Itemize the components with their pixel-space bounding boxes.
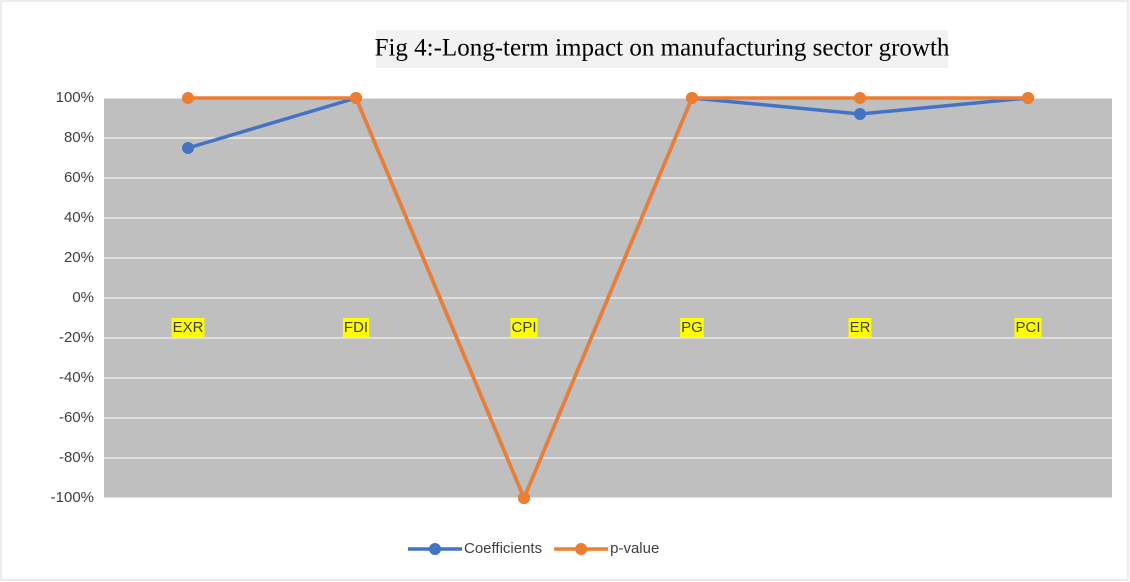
series-marker <box>182 142 194 154</box>
series-marker <box>350 92 362 104</box>
x-tick-label: PG <box>681 319 703 336</box>
y-tick-label: -80% <box>59 449 94 466</box>
y-tick-label: 80% <box>64 129 94 146</box>
series-marker <box>182 92 194 104</box>
y-tick-label: -20% <box>59 329 94 346</box>
category-label-highlight <box>342 318 370 338</box>
series-marker <box>1022 92 1034 104</box>
series-marker <box>854 108 866 120</box>
y-tick-label: 40% <box>64 209 94 226</box>
chart-title: Fig 4:-Long-term impact on manufacturing… <box>375 35 950 62</box>
y-tick-label: 20% <box>64 249 94 266</box>
y-tick-label: -60% <box>59 409 94 426</box>
title-background <box>376 30 948 68</box>
legend-marker <box>575 543 588 555</box>
y-tick-label: 0% <box>72 289 94 306</box>
category-label-highlight <box>171 318 205 338</box>
category-label-highlight <box>510 318 538 338</box>
x-tick-label: ER <box>850 319 871 336</box>
x-tick-label: PCI <box>1015 319 1040 336</box>
x-tick-label: CPI <box>511 319 536 336</box>
series-line <box>188 96 1028 500</box>
series-marker <box>854 92 866 104</box>
y-tick-label: 100% <box>56 89 94 106</box>
series-marker <box>686 92 698 104</box>
x-tick-label: EXR <box>173 319 204 336</box>
category-label-highlight <box>1014 318 1042 338</box>
category-label-highlight <box>680 318 704 338</box>
y-tick-label: -40% <box>59 369 94 386</box>
legend-marker <box>429 543 441 555</box>
category-label-highlight <box>848 318 872 338</box>
legend-label: Coefficients <box>464 540 542 557</box>
x-tick-label: FDI <box>344 319 368 336</box>
legend-label: p-value <box>610 540 659 557</box>
series-marker <box>518 492 530 504</box>
y-tick-label: 60% <box>64 169 94 186</box>
y-tick-label: -100% <box>51 489 94 506</box>
